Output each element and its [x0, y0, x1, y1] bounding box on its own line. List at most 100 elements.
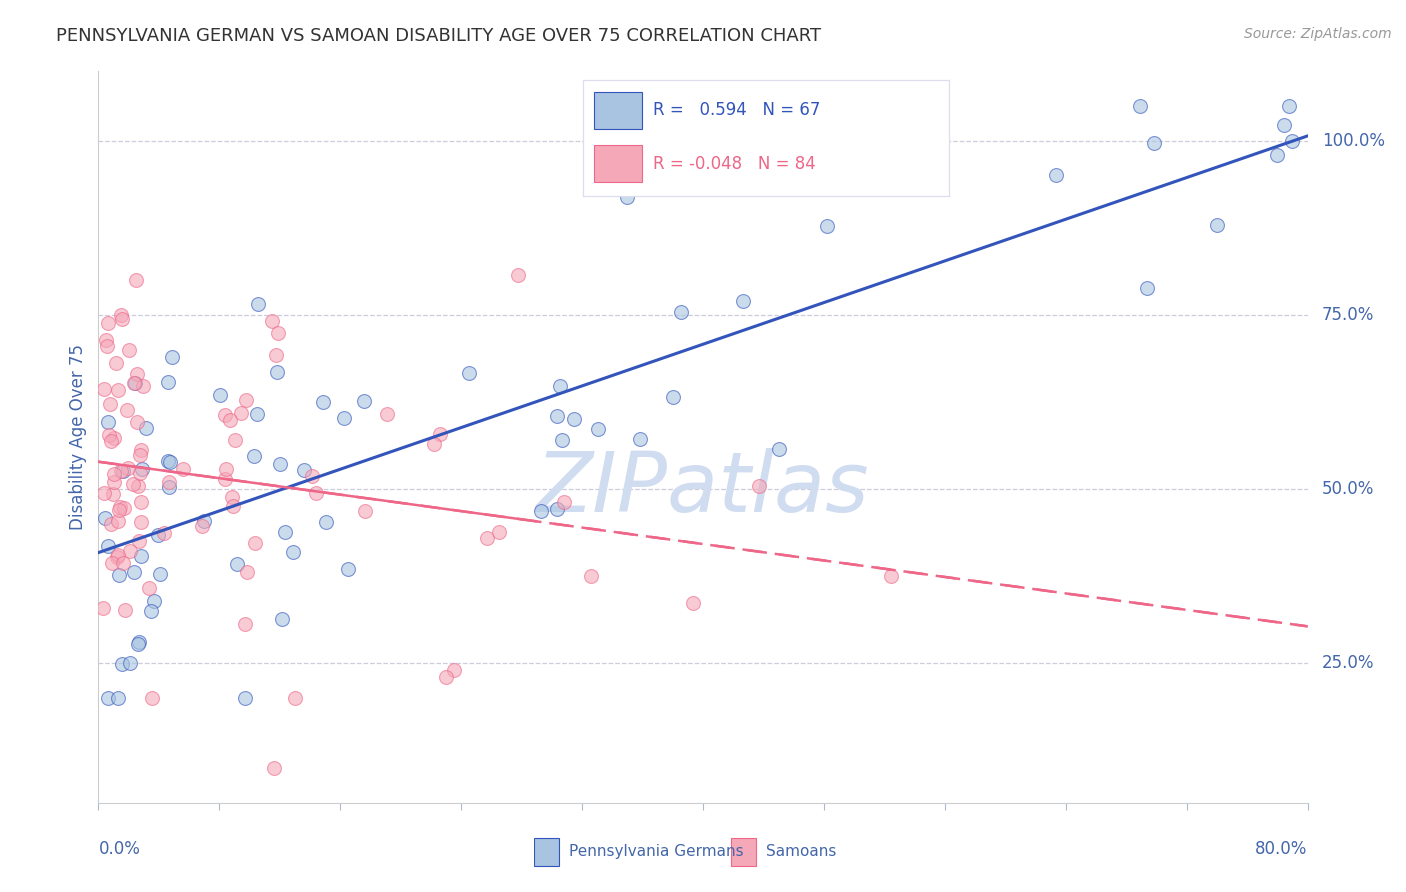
Point: [457, 367, 479, 381]
Text: Samoans: Samoans: [766, 845, 837, 859]
Point: [107, 691, 129, 706]
Point: [880, 569, 903, 583]
Point: [108, 500, 131, 515]
Point: [93, 382, 115, 396]
Point: [229, 406, 252, 420]
Point: [243, 449, 266, 463]
Point: [215, 462, 238, 476]
Point: [125, 415, 148, 429]
Point: [143, 593, 166, 607]
Point: [682, 596, 704, 610]
Point: [443, 664, 465, 678]
Text: PENNSYLVANIA GERMAN VS SAMOAN DISABILITY AGE OVER 75 CORRELATION CHART: PENNSYLVANIA GERMAN VS SAMOAN DISABILITY…: [56, 27, 821, 45]
Point: [129, 549, 152, 563]
Point: [193, 514, 215, 528]
Point: [118, 343, 141, 357]
Point: [488, 524, 510, 539]
Point: [271, 611, 294, 625]
Point: [149, 567, 172, 582]
Point: [562, 412, 585, 426]
Point: [103, 475, 125, 489]
Point: [661, 390, 683, 404]
Point: [93, 601, 115, 615]
Point: [122, 565, 145, 579]
Point: [100, 434, 122, 448]
Point: [579, 569, 602, 583]
Point: [375, 407, 398, 421]
Point: [156, 453, 179, 467]
Point: [97, 691, 120, 706]
Point: [628, 432, 651, 446]
Point: [94, 333, 117, 347]
Point: [266, 366, 288, 380]
Bar: [595, 145, 643, 182]
Text: R =   0.594   N = 67: R = 0.594 N = 67: [652, 102, 820, 120]
Point: [1129, 99, 1152, 113]
Point: [267, 326, 290, 341]
Point: [112, 464, 135, 478]
Point: [97, 539, 120, 553]
Point: [122, 477, 145, 491]
Point: [124, 376, 146, 391]
Point: [148, 527, 170, 541]
Point: [246, 407, 269, 421]
Point: [129, 448, 152, 462]
Point: [129, 466, 152, 480]
Point: [107, 503, 129, 517]
Point: [312, 394, 335, 409]
Point: [305, 485, 328, 500]
Point: [224, 433, 246, 447]
Point: [190, 519, 212, 533]
Point: [263, 761, 285, 775]
Point: [127, 637, 149, 651]
Point: [214, 472, 236, 486]
Point: [110, 308, 132, 322]
Point: [233, 616, 256, 631]
Point: [264, 348, 287, 362]
Point: [530, 504, 553, 518]
Point: [111, 657, 134, 671]
Point: [815, 219, 838, 233]
Point: [236, 565, 259, 579]
Point: [98, 397, 121, 411]
Point: [103, 432, 125, 446]
Point: [547, 409, 569, 424]
Point: [129, 442, 152, 457]
Point: [315, 515, 337, 529]
Point: [768, 442, 790, 457]
Point: [337, 562, 360, 576]
Point: [221, 490, 243, 504]
Point: [214, 409, 236, 423]
Point: [243, 535, 266, 549]
Point: [129, 495, 152, 509]
Point: [135, 420, 157, 434]
Point: [233, 691, 256, 706]
Point: [159, 455, 181, 469]
Point: [616, 190, 638, 204]
Point: [162, 350, 184, 364]
Point: [138, 581, 160, 595]
Point: [269, 457, 291, 471]
Point: [157, 480, 180, 494]
Point: [235, 392, 257, 407]
Point: [96, 338, 118, 352]
Point: [125, 273, 148, 287]
Point: [93, 485, 115, 500]
Point: [110, 464, 132, 478]
Point: [120, 544, 142, 558]
Point: [423, 436, 446, 450]
Y-axis label: Disability Age Over 75: Disability Age Over 75: [69, 344, 87, 530]
Point: [112, 557, 135, 571]
Point: [172, 462, 194, 476]
Point: [588, 422, 610, 436]
Point: [354, 504, 377, 518]
Point: [107, 549, 129, 564]
Point: [1206, 218, 1229, 232]
Point: [550, 379, 572, 393]
Point: [546, 502, 568, 516]
Point: [1045, 169, 1067, 183]
Point: [112, 500, 135, 515]
Point: [553, 495, 575, 509]
Point: [156, 375, 179, 389]
Point: [97, 316, 120, 330]
